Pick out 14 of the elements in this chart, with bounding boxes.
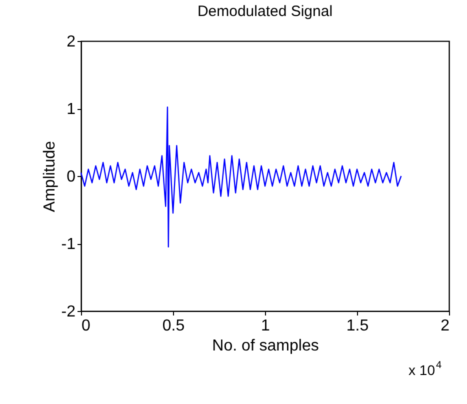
y-tick-label: -1: [61, 236, 76, 253]
y-axis-title: Amplitude: [41, 140, 58, 212]
chart-title: Demodulated Signal: [197, 3, 333, 20]
x-tick-label: 1: [261, 318, 270, 334]
x-tick-label: 0: [82, 318, 90, 334]
x-tick-label: 0.5: [162, 318, 185, 334]
y-tick-label: 0: [66, 168, 76, 186]
y-tick-label: 1: [66, 101, 76, 118]
x-axis-title: No. of samples: [212, 338, 319, 354]
x-tick-label: 2: [440, 318, 450, 334]
y-tick-label: -2: [61, 304, 76, 320]
line-series: [80, 106, 402, 248]
x-tick-label: 1.5: [346, 318, 369, 334]
y-tick-label: 2: [66, 34, 76, 50]
